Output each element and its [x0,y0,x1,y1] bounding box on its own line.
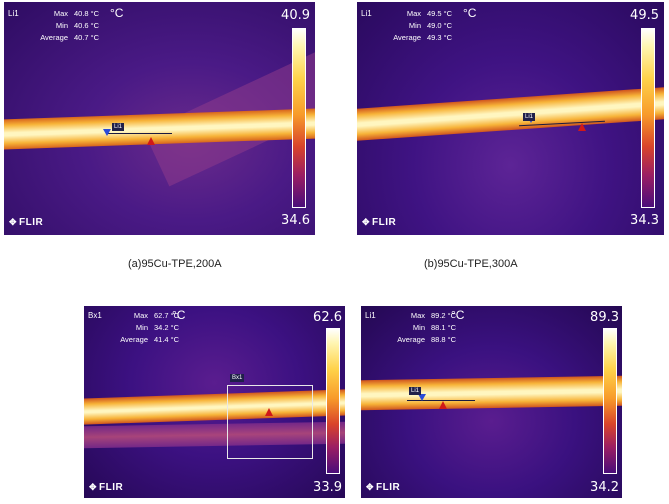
flir-mark-icon: ✥ [366,482,375,492]
max-value: 62.7 °C [154,311,180,320]
max-label: Max [133,311,148,320]
measure-line[interactable] [407,400,475,401]
max-marker [147,137,155,145]
thermal-image-d: Li1 Li1 Max 89.2 °C Min 88.1 °C Average 88.… [361,306,622,498]
max-value: 49.5 °C [427,9,453,18]
scale-min: 34.3 [630,213,659,228]
scale-min: 34.2 [590,480,619,495]
avg-label: Average [393,33,421,42]
line-tag: Li1 [409,387,422,395]
line-tag: Li1 [112,123,125,131]
min-value: 40.6 °C [74,21,100,30]
tool-label: Li1 [365,311,376,320]
avg-value: 88.8 °C [431,335,457,344]
hot-cable [361,375,622,411]
caption-b: (b)95Cu-TPE,300A [424,258,518,270]
max-marker [265,408,273,416]
flir-mark-icon: ✥ [89,482,98,492]
scale-max: 89.3 [590,310,619,325]
flir-logo: ✥ FLIR [9,217,44,228]
min-marker [418,394,426,401]
unit-label: °C [451,308,465,322]
scale-min: 34.6 [281,213,310,228]
thermal-image-a: Li1 Li1 Max 40.8 °C Min 40.6 °C Average 40.… [4,2,315,235]
scale-min: 33.9 [313,480,342,495]
max-label: Max [53,9,68,18]
avg-value: 49.3 °C [427,33,453,42]
unit-label: °C [172,308,186,322]
min-label: Min [135,323,148,332]
min-label: Min [55,21,68,30]
box-tag: Bx1 [230,374,245,382]
measure-line[interactable] [107,133,172,134]
flir-mark-icon: ✥ [9,217,18,227]
color-scale [326,328,340,474]
flir-mark-icon: ✥ [362,217,371,227]
thermal-image-b: Li1 Li1 Max 49.5 °C Min 49.0 °C Average 49.… [357,2,664,235]
flir-logo: ✥ FLIR [89,482,124,493]
scale-max: 62.6 [313,310,342,325]
avg-value: 41.4 °C [154,335,180,344]
avg-label: Average [120,335,148,344]
min-value: 49.0 °C [427,21,453,30]
max-label: Max [406,9,421,18]
tool-label: Li1 [8,9,19,18]
max-value: 89.2 °C [431,311,457,320]
min-value: 34.2 °C [154,323,180,332]
color-scale [641,28,655,208]
avg-label: Average [397,335,425,344]
caption-a: (a)95Cu-TPE,200A [128,258,222,270]
scale-max: 49.5 [630,8,659,23]
scale-max: 40.9 [281,8,310,23]
flir-logo: ✥ FLIR [366,482,401,493]
max-marker [578,123,586,131]
max-value: 40.8 °C [74,9,100,18]
avg-value: 40.7 °C [74,33,100,42]
avg-label: Average [40,33,68,42]
min-label: Min [412,323,425,332]
measure-box[interactable] [227,385,313,459]
unit-label: °C [463,6,477,20]
color-scale [292,28,306,208]
max-label: Max [410,311,425,320]
color-scale [603,328,617,474]
min-label: Min [408,21,421,30]
tool-label: Li1 [361,9,372,18]
flir-logo: ✥ FLIR [362,217,397,228]
min-marker [103,129,111,136]
min-value: 88.1 °C [431,323,457,332]
tool-label: Bx1 [88,311,102,320]
max-marker [439,401,447,409]
thermal-image-c: Bx1 Bx1 Max 62.7 °C Min 34.2 °C Average 41.… [84,306,345,498]
line-tag: Li1 [523,113,536,121]
unit-label: °C [110,6,124,20]
